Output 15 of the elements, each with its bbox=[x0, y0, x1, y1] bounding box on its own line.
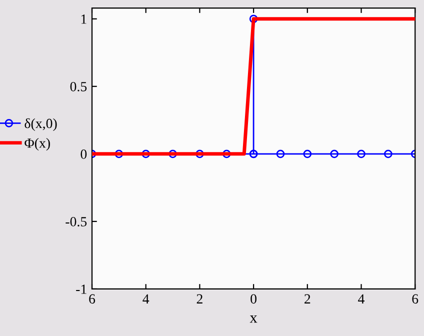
y-tick-label: 0 bbox=[80, 149, 87, 159]
y-tick-label: -1 bbox=[76, 284, 86, 294]
x-tick-label: 2 bbox=[196, 294, 202, 304]
x-axis-title: x bbox=[250, 316, 258, 323]
x-tick-label: 6 bbox=[412, 294, 418, 304]
x-tick-label: 2 bbox=[304, 294, 310, 304]
y-tick-label: 1 bbox=[81, 14, 86, 24]
x-tick-label: 4 bbox=[142, 294, 150, 304]
y-tick-label: 0.5 bbox=[70, 82, 87, 92]
legend-label: δ(x,0) bbox=[24, 118, 57, 131]
legend-label: Φ(x) bbox=[24, 138, 50, 151]
y-tick-label: -0.5 bbox=[66, 217, 87, 226]
x-tick-label: 4 bbox=[358, 294, 365, 304]
x-tick-label: 0 bbox=[250, 294, 256, 304]
x-tick-label: 6 bbox=[89, 294, 96, 304]
